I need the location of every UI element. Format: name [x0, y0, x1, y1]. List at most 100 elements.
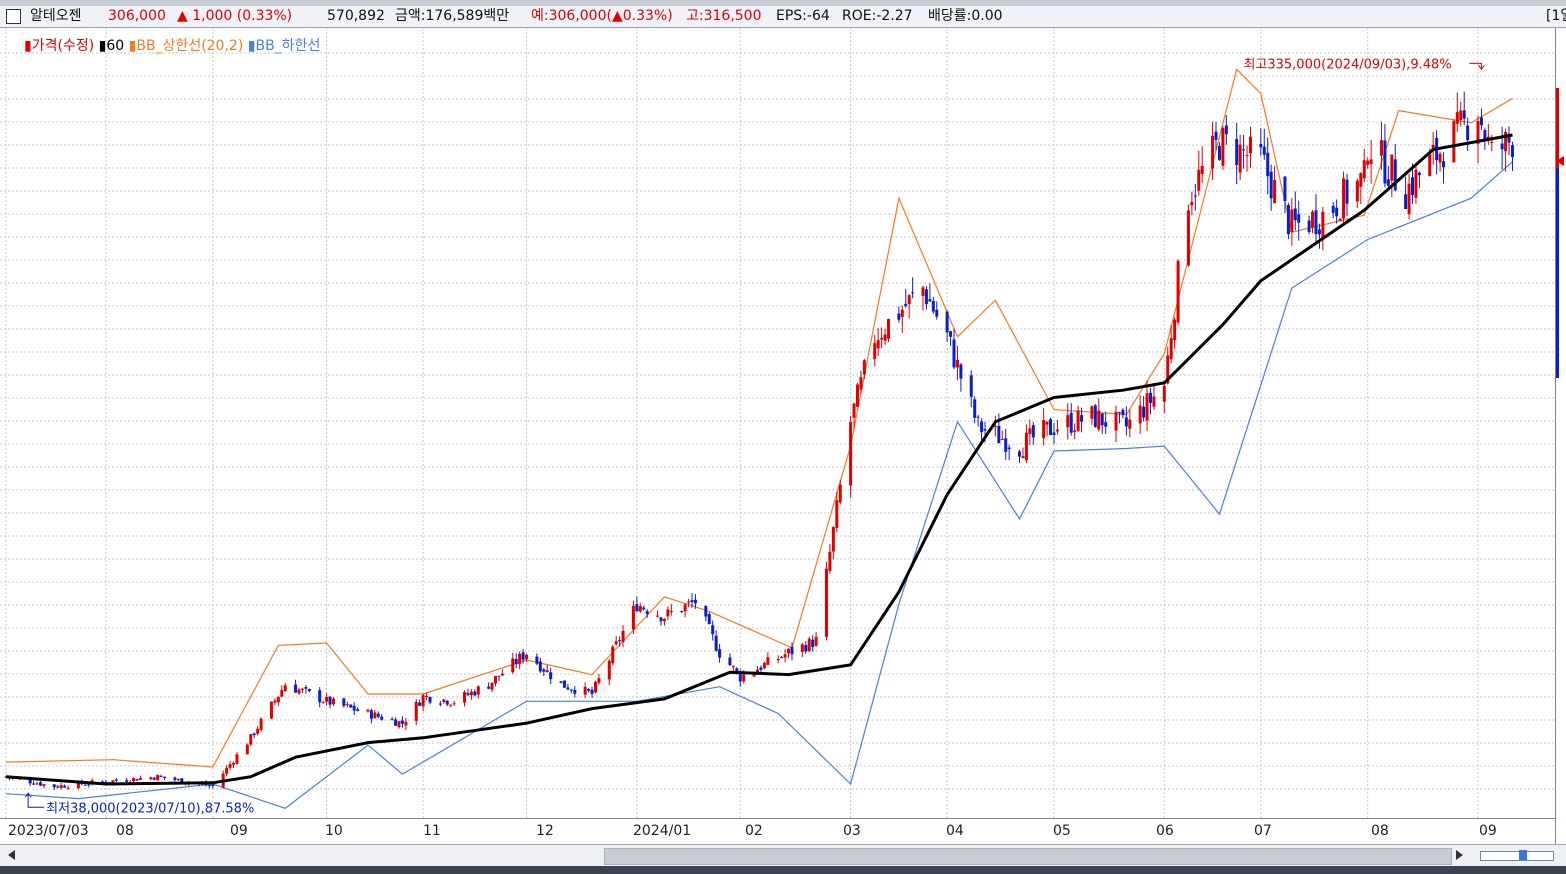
- horizontal-scrollbar[interactable]: [0, 844, 1566, 867]
- zoom-slider[interactable]: [1480, 850, 1554, 861]
- bb-lower-line: [5, 161, 1513, 809]
- candle-body: [1004, 438, 1008, 452]
- high-annotation: 최고335,000(2024/09/03),9.48%: [1243, 57, 1451, 72]
- candle-body: [1507, 133, 1511, 143]
- candle-body: [404, 721, 408, 726]
- candle-body: [1128, 419, 1132, 429]
- candle-body: [562, 680, 566, 688]
- candle-body: [259, 718, 263, 730]
- candle-body: [949, 331, 953, 337]
- candle-body: [887, 319, 891, 339]
- candle-body: [618, 640, 622, 642]
- candle-body: [1331, 205, 1335, 213]
- candle-body: [1117, 412, 1121, 414]
- scroll-left-arrow-icon[interactable]: [8, 850, 15, 860]
- candle-body: [180, 778, 184, 784]
- candle-body: [138, 778, 142, 780]
- legend-ma-swatch: ▮: [98, 38, 107, 54]
- period-selector[interactable]: [1일: [1546, 8, 1566, 24]
- candle-body: [356, 709, 360, 711]
- candle-body: [1462, 110, 1466, 119]
- candle-body: [1269, 171, 1273, 199]
- candle-body: [762, 662, 766, 669]
- candle-body: [1028, 428, 1032, 434]
- candle-body: [1049, 419, 1053, 436]
- candle-body: [1390, 154, 1394, 181]
- dividend-yield: 배당률:0.00: [928, 8, 1003, 24]
- candle-body: [1411, 177, 1415, 196]
- x-tick-label: 02: [745, 823, 763, 839]
- candle-body: [390, 719, 394, 721]
- candle-body: [1045, 421, 1049, 425]
- candle-body: [1369, 159, 1373, 165]
- legend: ▮가격(수정) ▮60 ▮BB_상한선(20,2) ▮BB_하한선: [24, 35, 320, 55]
- candle-body: [742, 674, 746, 682]
- candle-body: [538, 661, 542, 672]
- x-tick-label: 12: [536, 823, 554, 839]
- candle-body: [1404, 194, 1408, 210]
- zoom-slider-thumb[interactable]: [1519, 850, 1527, 860]
- candle-body: [1283, 176, 1287, 202]
- candle-body: [1455, 112, 1459, 124]
- candle-body: [35, 783, 39, 785]
- candle-body: [976, 416, 980, 418]
- candle-body: [911, 292, 915, 294]
- candle-body: [1262, 146, 1266, 155]
- candle-body: [352, 705, 356, 711]
- candle-body: [693, 599, 697, 604]
- candle-body: [52, 784, 56, 788]
- candle-body: [1186, 210, 1190, 266]
- candle-body: [855, 384, 859, 407]
- candle-body: [1321, 211, 1325, 240]
- candle-body: [369, 710, 373, 719]
- candle-body: [32, 783, 36, 785]
- x-tick-label: 07: [1254, 823, 1272, 839]
- candle-body: [718, 649, 722, 658]
- candle-body: [428, 696, 432, 703]
- candle-body: [294, 684, 298, 693]
- scroll-thumb[interactable]: [604, 848, 1452, 865]
- candle-body: [780, 656, 784, 658]
- legend-price: 가격(수정): [31, 38, 95, 54]
- candle-body: [1193, 195, 1197, 197]
- candle-body: [1149, 392, 1153, 403]
- candle-body: [318, 690, 322, 703]
- candle-body: [1293, 208, 1297, 221]
- candle-body: [469, 691, 473, 696]
- candle-body: [114, 779, 118, 781]
- candle-body: [811, 639, 815, 647]
- candle-body: [252, 733, 256, 736]
- candle-body: [418, 702, 422, 706]
- candle-body: [997, 425, 1001, 444]
- candle-body: [297, 689, 301, 694]
- candle-body: [631, 605, 635, 630]
- candle-body: [235, 754, 239, 764]
- candle-body: [593, 681, 597, 693]
- candle-body: [666, 609, 670, 617]
- scroll-right-arrow-icon[interactable]: [1456, 850, 1463, 860]
- x-tick-label: 05: [1053, 823, 1071, 839]
- x-tick-label: 11: [423, 823, 441, 839]
- candle-body: [1345, 179, 1349, 204]
- candle-body: [1504, 132, 1508, 152]
- candle-body: [1142, 406, 1146, 418]
- candle-body: [607, 660, 611, 680]
- candle-body: [1366, 160, 1370, 165]
- x-tick-label: 2024/01: [633, 823, 692, 839]
- candle-body: [225, 767, 229, 774]
- candle-body: [900, 309, 904, 317]
- candle-body: [680, 611, 684, 613]
- candle-body: [1459, 110, 1463, 120]
- candle-body: [835, 500, 839, 528]
- candle-body: [1238, 144, 1242, 173]
- candle-body: [331, 698, 335, 705]
- candle-body: [897, 313, 901, 320]
- stock-info-bar: 알테오젠 306,000 ▲ 1,000 (0.33%) 570,892 금액:…: [0, 6, 1566, 28]
- high-price: 고:316,500: [686, 8, 762, 24]
- legend-bb-upper: BB_상한선(20,2): [136, 38, 244, 54]
- candle-body: [952, 339, 956, 368]
- candle-body: [132, 778, 136, 782]
- candle-body: [111, 780, 115, 783]
- x-tick-label: 2023/07/03: [8, 823, 89, 839]
- select-checkbox[interactable]: [6, 9, 21, 24]
